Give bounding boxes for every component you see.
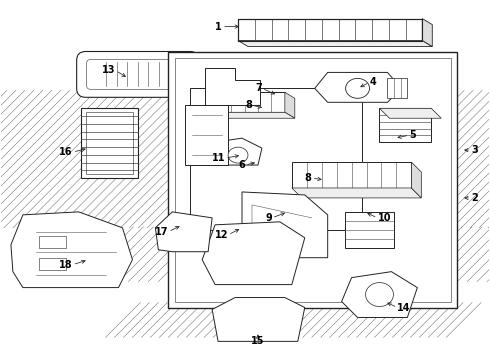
Text: 9: 9: [265, 213, 272, 223]
Polygon shape: [168, 53, 457, 307]
Polygon shape: [238, 41, 432, 46]
Text: 3: 3: [471, 145, 478, 155]
Text: 2: 2: [471, 193, 478, 203]
Polygon shape: [285, 92, 295, 118]
Polygon shape: [155, 212, 212, 252]
Polygon shape: [412, 162, 421, 198]
Polygon shape: [379, 108, 441, 118]
Polygon shape: [388, 78, 407, 98]
Polygon shape: [205, 68, 260, 105]
Text: 10: 10: [377, 213, 391, 223]
Polygon shape: [292, 162, 412, 188]
Polygon shape: [379, 108, 431, 142]
Text: 16: 16: [59, 147, 73, 157]
Text: 15: 15: [251, 336, 265, 346]
Polygon shape: [39, 236, 66, 248]
Text: 11: 11: [212, 153, 225, 163]
Ellipse shape: [228, 147, 248, 163]
Polygon shape: [315, 72, 401, 102]
Polygon shape: [344, 212, 394, 248]
Text: 8: 8: [245, 100, 252, 110]
Polygon shape: [342, 272, 417, 318]
Polygon shape: [81, 108, 138, 178]
Text: 7: 7: [255, 84, 262, 93]
Ellipse shape: [345, 78, 369, 98]
Polygon shape: [212, 298, 305, 341]
Text: 12: 12: [215, 230, 228, 240]
Polygon shape: [238, 19, 422, 41]
Text: 5: 5: [409, 130, 416, 140]
Text: 14: 14: [397, 302, 411, 312]
Text: 8: 8: [305, 173, 312, 183]
Polygon shape: [292, 188, 421, 198]
Text: 1: 1: [215, 22, 222, 32]
Text: 13: 13: [102, 66, 116, 76]
Polygon shape: [242, 192, 328, 258]
Text: 18: 18: [59, 260, 73, 270]
Polygon shape: [218, 112, 295, 118]
Polygon shape: [39, 258, 66, 270]
Polygon shape: [218, 92, 285, 112]
Text: 17: 17: [155, 227, 168, 237]
Ellipse shape: [366, 283, 393, 306]
Polygon shape: [422, 19, 432, 46]
Text: 6: 6: [238, 160, 245, 170]
Polygon shape: [202, 222, 305, 285]
FancyBboxPatch shape: [76, 51, 199, 97]
Polygon shape: [11, 212, 132, 288]
Text: 4: 4: [369, 77, 376, 87]
Polygon shape: [215, 138, 262, 165]
Polygon shape: [185, 105, 228, 165]
Polygon shape: [190, 88, 362, 230]
